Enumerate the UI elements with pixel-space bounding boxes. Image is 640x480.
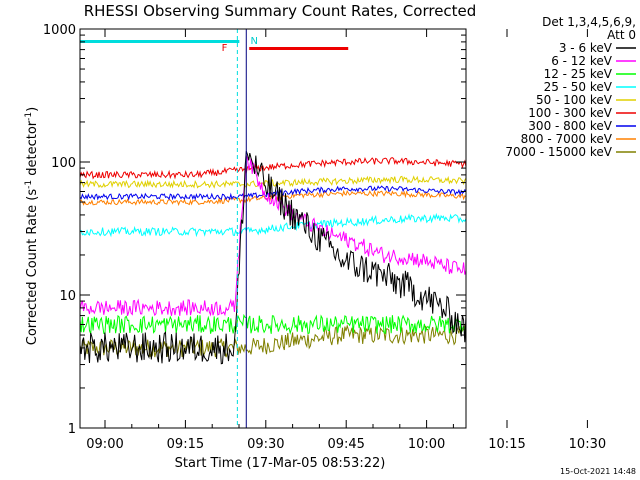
flag-letter-f: F (222, 43, 228, 54)
x-tick-label: 10:15 (488, 437, 525, 452)
x-tick-label: 10:00 (408, 437, 445, 452)
legend-label-8: 800 - 7000 keV (521, 132, 613, 146)
x-tick-label: 09:00 (86, 437, 123, 452)
generation-timestamp: 15-Oct-2021 14:48 (560, 467, 636, 476)
y-tick-label: 10 (59, 289, 76, 304)
legend-label-6: 100 - 300 keV (528, 106, 612, 120)
y-tick-label: 1000 (43, 23, 76, 38)
x-tick-label: 09:45 (327, 437, 364, 452)
legend-label-5: 50 - 100 keV (536, 93, 613, 107)
x-tick-label: 09:30 (247, 437, 284, 452)
legend-label-4: 25 - 50 keV (544, 80, 613, 94)
legend-header-line-1: Det 1,3,4,5,6,9, (542, 15, 636, 29)
legend-label-2: 6 - 12 keV (551, 54, 613, 68)
legend-label-3: 12 - 25 keV (544, 67, 613, 81)
night-bar-1 (80, 40, 240, 43)
x-tick-label: 10:30 (569, 437, 606, 452)
series-line-2 (79, 155, 467, 317)
x-axis-label: Start Time (17-Mar-05 08:53:22) (175, 456, 386, 471)
flare-bar-1 (249, 47, 349, 50)
y-axis-label: Corrected Count Rate (s-1 detector-1) (24, 107, 40, 345)
chart-title: RHESSI Observing Summary Count Rates, Co… (84, 2, 477, 20)
series-line-6 (79, 83, 467, 181)
y-axis-ticks: 1 10 100 1000 (43, 23, 466, 437)
axis-frame (79, 28, 467, 429)
legend-label-9: 7000 - 15000 keV (505, 145, 612, 159)
y-tick-label: 100 (51, 156, 76, 171)
y-tick-label: 1 (68, 422, 76, 437)
legend-label-1: 3 - 6 keV (559, 41, 613, 55)
x-axis-ticks: 09:00 09:15 09:30 09:45 10:00 10:15 10:30 (86, 29, 606, 452)
plot-frame (79, 28, 467, 429)
legend-header-line-2: Att 0 (607, 28, 636, 42)
flag-letter-n: N (250, 36, 257, 47)
legend-label-7: 300 - 800 keV (528, 119, 612, 133)
x-tick-label: 09:15 (167, 437, 204, 452)
series-line-4 (79, 119, 467, 238)
